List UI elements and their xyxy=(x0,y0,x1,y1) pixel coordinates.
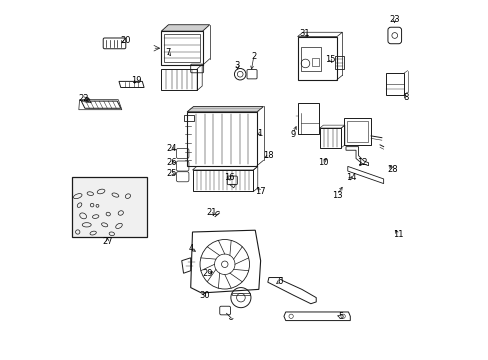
Text: 1: 1 xyxy=(257,129,262,138)
Text: 29: 29 xyxy=(202,269,213,278)
Text: 12: 12 xyxy=(356,158,366,167)
Text: 2: 2 xyxy=(251,52,256,61)
Text: 10: 10 xyxy=(318,158,328,167)
Text: 30: 30 xyxy=(199,291,209,300)
Text: 15: 15 xyxy=(325,55,335,64)
Text: 28: 28 xyxy=(386,166,397,175)
Text: 19: 19 xyxy=(131,76,141,85)
Text: 13: 13 xyxy=(331,190,342,199)
Text: 16: 16 xyxy=(224,173,234,182)
Text: 25: 25 xyxy=(166,169,177,178)
Text: 17: 17 xyxy=(255,187,265,196)
Text: 23: 23 xyxy=(388,15,399,24)
Text: 14: 14 xyxy=(346,173,356,182)
Text: 6: 6 xyxy=(276,276,282,285)
Text: 11: 11 xyxy=(392,230,403,239)
Text: 5: 5 xyxy=(338,312,343,321)
Text: 22: 22 xyxy=(79,94,89,103)
Text: 27: 27 xyxy=(102,237,113,246)
Text: 8: 8 xyxy=(403,93,408,102)
Text: 21: 21 xyxy=(206,208,216,217)
Text: 20: 20 xyxy=(120,36,130,45)
Text: 18: 18 xyxy=(263,151,274,160)
Text: 24: 24 xyxy=(166,144,177,153)
Polygon shape xyxy=(72,177,147,237)
Text: 3: 3 xyxy=(234,62,240,71)
Text: 4: 4 xyxy=(188,244,194,253)
Text: 7: 7 xyxy=(165,48,171,57)
Text: 26: 26 xyxy=(166,158,177,167)
Text: 31: 31 xyxy=(299,29,309,38)
Text: 9: 9 xyxy=(290,130,295,139)
